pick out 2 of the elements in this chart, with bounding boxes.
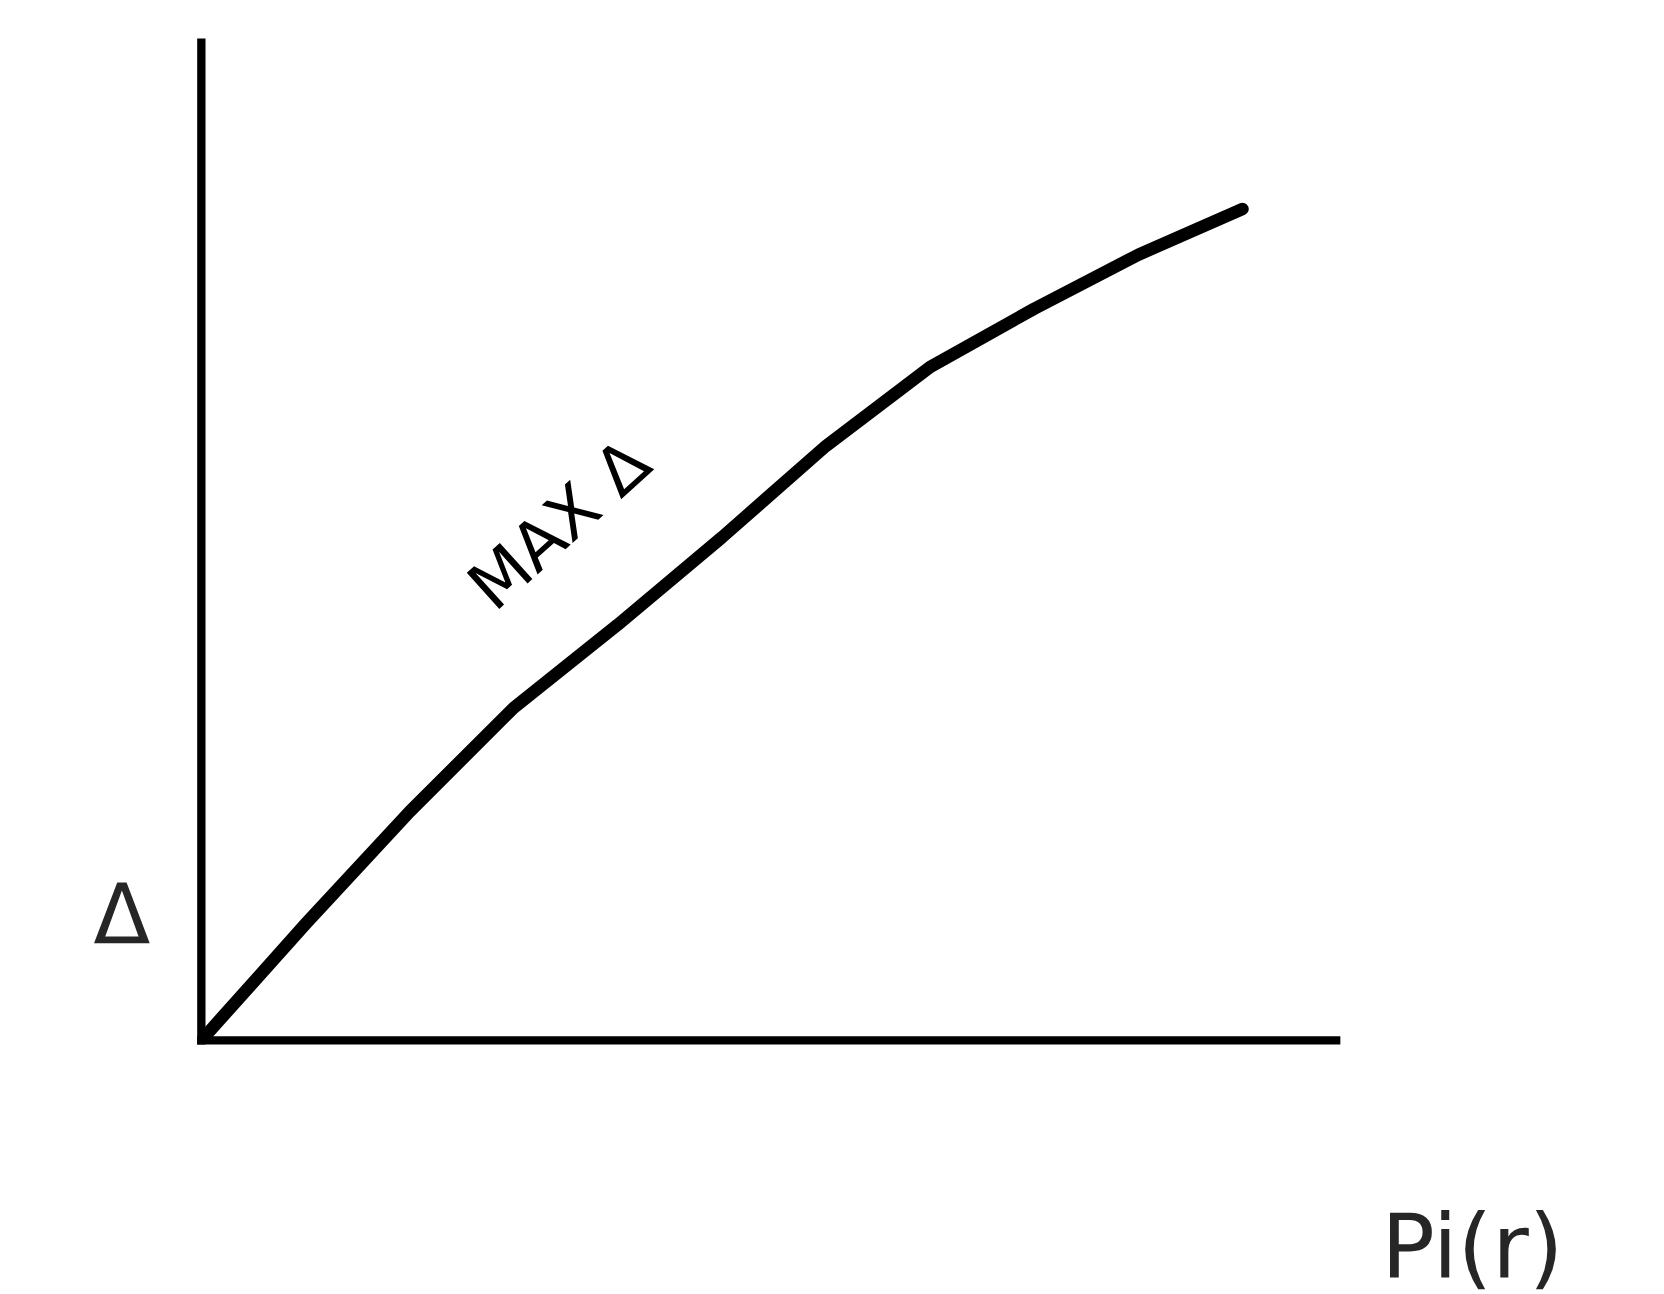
y-axis-title: Δ — [94, 882, 150, 944]
x-axis-title: Pi(r) — [1390, 1209, 1556, 1290]
